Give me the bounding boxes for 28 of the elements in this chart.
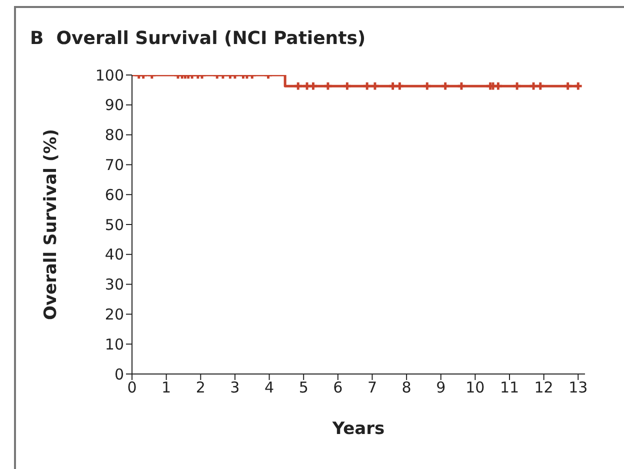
y-tick-label: 50: [104, 216, 124, 234]
x-tick-label: 0: [127, 378, 137, 397]
y-tick-label: 100: [95, 66, 124, 84]
x-tick-label: 6: [333, 378, 343, 397]
y-tick-label: 20: [104, 306, 124, 324]
x-tick-label: 7: [367, 378, 377, 397]
y-axis-title: Overall Survival (%): [41, 128, 62, 320]
x-tick-label: 13: [568, 378, 588, 397]
x-axis-title: Years: [331, 419, 385, 439]
y-tick-label: 70: [104, 156, 124, 174]
x-tick-label: 9: [436, 378, 446, 397]
x-tick-label: 11: [500, 378, 520, 397]
x-tick-label: 4: [264, 378, 274, 397]
y-tick-label: 10: [104, 335, 124, 354]
x-tick-label: 3: [230, 378, 240, 397]
y-tick-label: 90: [104, 96, 124, 114]
y-tick-label: 60: [104, 186, 124, 204]
x-tick-label: 2: [196, 378, 206, 397]
x-tick-label: 8: [402, 378, 412, 397]
y-tick-label: 30: [104, 276, 124, 294]
x-tick-label: 5: [298, 378, 308, 397]
y-tick-label: 40: [104, 246, 124, 264]
y-tick-label: 0: [114, 365, 124, 384]
chart-title: B Overall Survival (NCI Patients): [30, 28, 366, 49]
y-tick-label: 80: [104, 126, 124, 144]
x-tick-label: 10: [466, 378, 485, 397]
x-tick-label: 12: [534, 378, 554, 397]
x-tick-label: 1: [162, 378, 172, 397]
